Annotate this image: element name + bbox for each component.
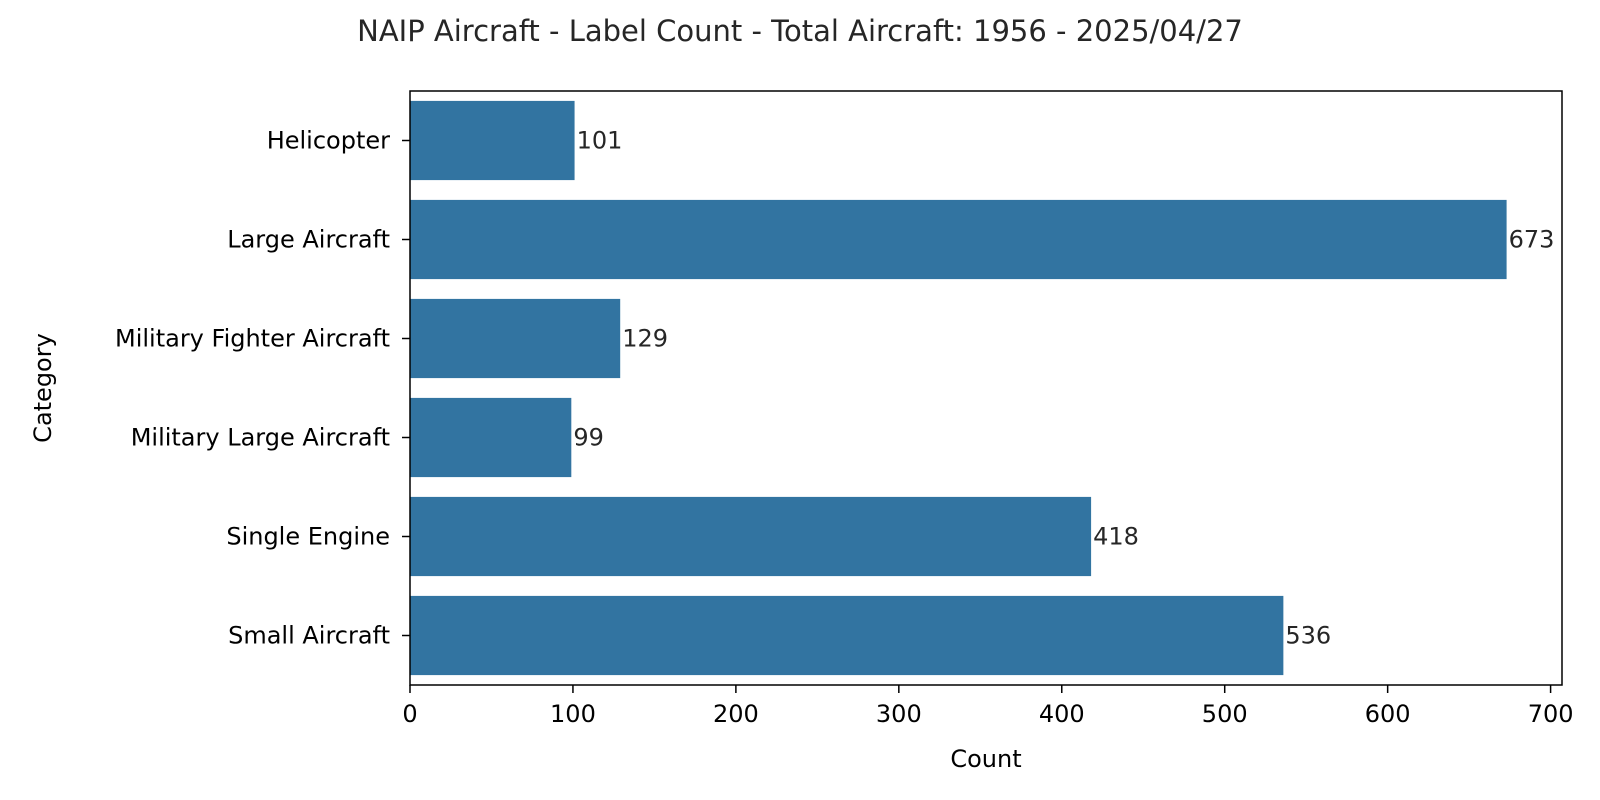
- x-tick-label: 600: [1365, 700, 1411, 728]
- y-tick-label: Military Fighter Aircraft: [115, 325, 390, 353]
- bar: [410, 298, 621, 379]
- x-tick-label: 400: [1039, 700, 1085, 728]
- y-tick-label: Small Aircraft: [228, 622, 390, 650]
- bar: [410, 595, 1284, 676]
- bar-value-label: 101: [577, 127, 623, 155]
- bar: [410, 199, 1507, 280]
- plot-frame: [409, 90, 1563, 686]
- x-tick-label: 300: [876, 700, 922, 728]
- x-tick-label: 200: [713, 700, 759, 728]
- y-tick-label: Large Aircraft: [227, 226, 390, 254]
- y-axis-label: Category: [29, 333, 57, 443]
- chart-title: NAIP Aircraft - Label Count - Total Airc…: [357, 14, 1243, 48]
- x-tick-label: 100: [550, 700, 596, 728]
- x-tick-label: 700: [1528, 700, 1574, 728]
- y-tick-label: Helicopter: [267, 127, 390, 155]
- bar: [410, 100, 575, 181]
- bar-value-label: 99: [573, 424, 604, 452]
- y-tick-label: Military Large Aircraft: [131, 424, 390, 452]
- bar-value-label: 418: [1093, 523, 1139, 551]
- value-labels-group: 101 673 129 99 418 536: [573, 127, 1554, 650]
- bar-value-label: 673: [1509, 226, 1555, 254]
- x-axis-ticks: 0 100 200 300 400 500 600 700: [402, 685, 1574, 728]
- bar-value-label: 129: [622, 325, 668, 353]
- bar-value-label: 536: [1285, 622, 1331, 650]
- bar: [410, 496, 1092, 577]
- x-axis-label: Count: [950, 745, 1021, 773]
- bar: [410, 397, 572, 478]
- x-tick-label: 500: [1202, 700, 1248, 728]
- bars-group: [410, 100, 1507, 676]
- y-axis-ticks: Helicopter Large Aircraft Military Fighter…: [115, 127, 410, 650]
- x-tick-label: 0: [402, 700, 417, 728]
- y-tick-label: Single Engine: [226, 523, 390, 551]
